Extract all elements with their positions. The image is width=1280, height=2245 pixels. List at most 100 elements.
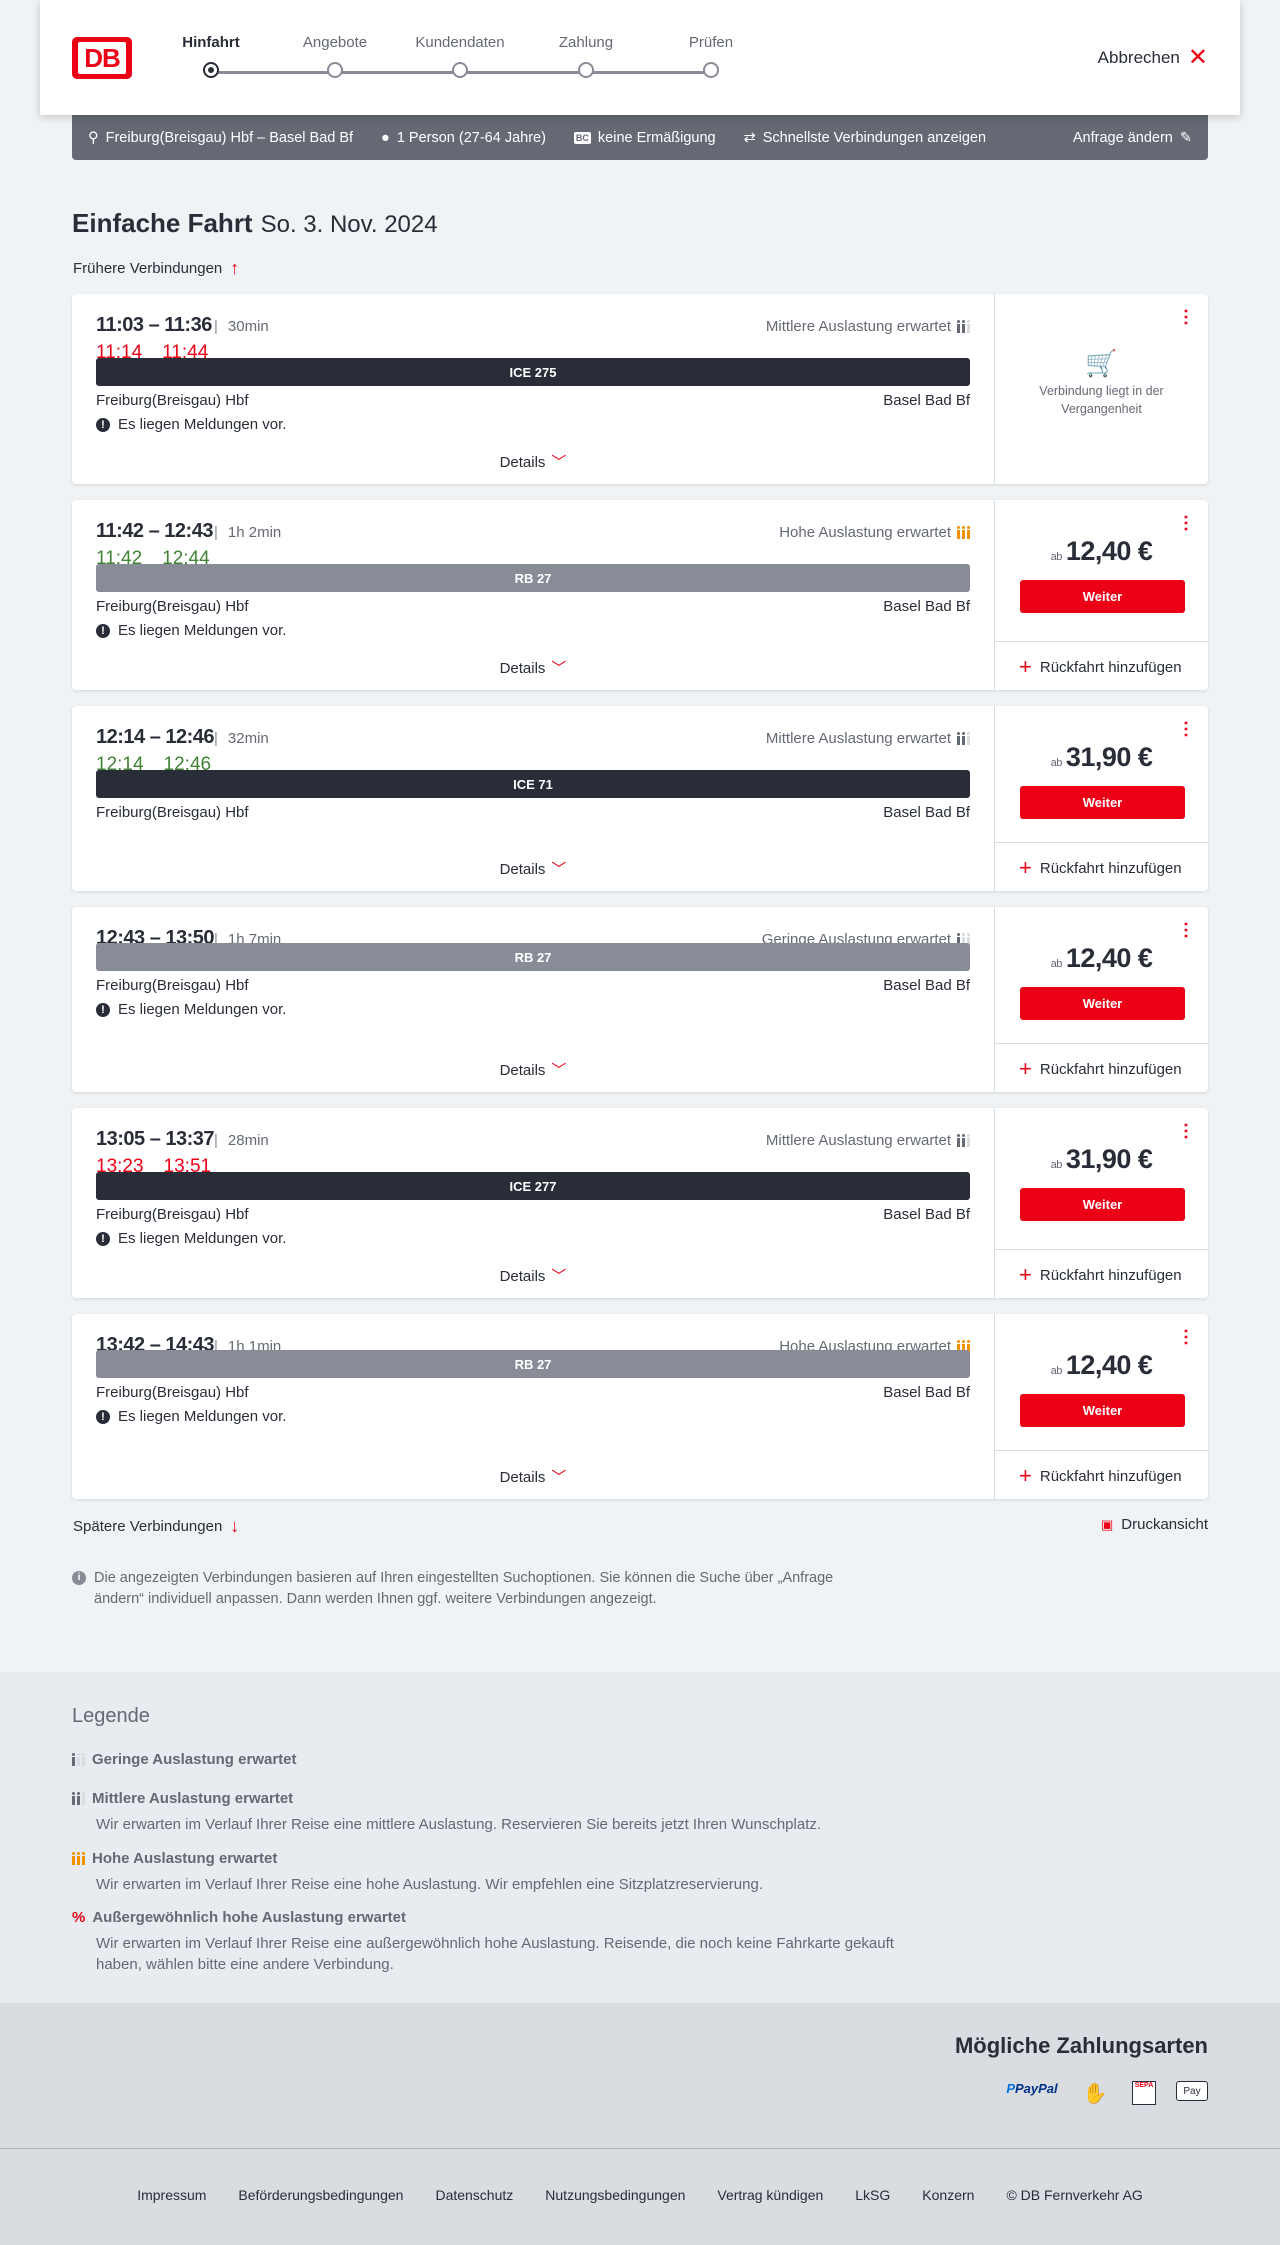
train-bar[interactable]: RB 27 <box>96 1350 970 1378</box>
legend-item: % Außergewöhnlich hohe Auslastung erwarte… <box>72 1909 894 1973</box>
person-icon: ● <box>381 129 390 146</box>
footer-link[interactable]: Vertrag kündigen <box>717 2187 824 2203</box>
messages-notice: ! Es liegen Meldungen vor. <box>96 622 286 639</box>
add-return-trip-button[interactable]: + Rückfahrt hinzufügen <box>1019 855 1182 880</box>
continue-button[interactable]: Weiter <box>1020 786 1185 819</box>
continue-button[interactable]: Weiter <box>1020 987 1185 1020</box>
step-2: Kundendaten <box>390 34 530 78</box>
price: ab 12,40 € <box>1050 1350 1153 1380</box>
realtime-times: 13:23 13:51 <box>96 1156 212 1177</box>
departure-station: Freiburg(Breisgau) Hbf <box>96 1206 249 1223</box>
train-bar[interactable]: ICE 275 <box>96 358 970 386</box>
legend-title: Legende <box>72 1705 150 1727</box>
page-title: Einfache Fahrt So. 3. Nov. 2024 <box>72 208 438 238</box>
details-toggle[interactable]: Details ﹀ <box>499 1268 567 1285</box>
search-summary-bar: ⚲ Freiburg(Breisgau) Hbf – Basel Bad Bf ●… <box>72 115 1208 160</box>
very-high-occupancy-icon: % <box>72 1909 86 1926</box>
arrow-down-icon: ↓ <box>230 1516 240 1536</box>
more-options-icon[interactable]: ⋯ <box>1176 308 1196 326</box>
footer-link[interactable]: Nutzungsbedingungen <box>545 2187 686 2203</box>
plus-icon: + <box>1019 855 1032 880</box>
add-return-trip-button[interactable]: + Rückfahrt hinzufügen <box>1019 1262 1182 1287</box>
duration: 28min <box>214 1132 269 1149</box>
divider <box>995 1043 1208 1044</box>
connection-card: 11:42 – 12:431h 2min Hohe Auslastung erwa… <box>72 500 1208 690</box>
departure-station: Freiburg(Breisgau) Hbf <box>96 1384 249 1401</box>
continue-button[interactable]: Weiter <box>1020 1394 1185 1427</box>
add-return-trip-button[interactable]: + Rückfahrt hinzufügen <box>1019 654 1182 679</box>
chevron-down-icon: ﹀ <box>551 1268 567 1285</box>
payment-methods-section: Mögliche Zahlungsarten P PayPal ✋ SEPA P… <box>0 2003 1280 2148</box>
occupancy-label: Mittlere Auslastung erwartet <box>766 1132 970 1149</box>
discount-text: keine Ermäßigung <box>597 129 716 146</box>
continue-button[interactable]: Weiter <box>1020 580 1185 613</box>
details-toggle[interactable]: Details ﹀ <box>499 861 567 878</box>
add-return-trip-button[interactable]: + Rückfahrt hinzufügen <box>1019 1463 1182 1488</box>
train-bar[interactable]: RB 27 <box>96 564 970 592</box>
travel-date: So. 3. Nov. 2024 <box>260 211 438 238</box>
scheduled-times: 12:14 – 12:46 <box>96 726 215 748</box>
duration: 32min <box>214 730 269 747</box>
train-bar[interactable]: RB 27 <box>96 943 970 971</box>
occupancy-icon <box>72 1753 85 1766</box>
connection-card: 13:05 – 13:3728min Mittlere Auslastung er… <box>72 1108 1208 1298</box>
later-connections-link[interactable]: Spätere Verbindungen ↓ <box>73 1516 240 1536</box>
divider <box>995 641 1208 642</box>
price: ab 31,90 € <box>1050 742 1153 772</box>
occupancy-label: Hohe Auslastung erwartet <box>779 524 970 541</box>
arrival-station: Basel Bad Bf <box>883 598 970 615</box>
train-bar[interactable]: ICE 277 <box>96 1172 970 1200</box>
persons-text: 1 Person (27-64 Jahre) <box>396 129 546 146</box>
footer-link[interactable]: Datenschutz <box>435 2187 514 2203</box>
details-toggle[interactable]: Details ﹀ <box>499 1469 567 1486</box>
exclamation-icon: ! <box>96 1231 110 1246</box>
occupancy-icon <box>957 732 970 745</box>
edit-request-button[interactable]: Anfrage ändern ✎ <box>1072 129 1192 146</box>
more-options-icon[interactable]: ⋯ <box>1176 720 1196 738</box>
departure-station: Freiburg(Breisgau) Hbf <box>96 392 249 409</box>
realtime-times: 11:42 12:44 <box>96 548 210 569</box>
duration: 1h 2min <box>214 524 281 541</box>
occupancy-icon <box>957 1134 970 1147</box>
cancel-button[interactable]: Abbrechen ✕ <box>1097 44 1208 71</box>
add-return-trip-button[interactable]: + Rückfahrt hinzufügen <box>1019 1056 1182 1081</box>
print-view-link[interactable]: ▣ Druckansicht <box>1101 1516 1208 1533</box>
footer-link[interactable]: LkSG <box>855 2187 891 2203</box>
step-dot <box>703 62 719 78</box>
messages-notice: ! Es liegen Meldungen vor. <box>96 1408 286 1425</box>
header: DB Hinfahrt Angebote Kundendaten Zahlung Prü… <box>40 0 1240 115</box>
more-options-icon[interactable]: ⋯ <box>1176 921 1196 939</box>
plus-icon: + <box>1019 1056 1032 1081</box>
footer-link[interactable]: Impressum <box>137 2187 207 2203</box>
arrival-station: Basel Bad Bf <box>883 804 970 821</box>
details-toggle[interactable]: Details ﹀ <box>499 660 567 677</box>
db-logo[interactable]: DB <box>72 37 132 79</box>
info-icon: i <box>72 1571 86 1585</box>
step-3: Zahlung <box>516 34 656 78</box>
footer-link[interactable]: Beförderungsbedingungen <box>238 2187 404 2203</box>
more-options-icon[interactable]: ⋯ <box>1176 514 1196 532</box>
details-toggle[interactable]: Details ﹀ <box>499 1062 567 1079</box>
cart-unavailable-icon: 🛒 <box>1085 348 1118 378</box>
duration: 30min <box>214 318 269 335</box>
details-toggle[interactable]: Details ﹀ <box>499 454 567 471</box>
connection-card: 11:03 – 11:3630min Mittlere Auslastung er… <box>72 294 1208 484</box>
price: ab 12,40 € <box>1050 536 1153 566</box>
scheduled-times: 11:03 – 11:36 <box>96 314 212 336</box>
train-bar[interactable]: ICE 71 <box>96 770 970 798</box>
location-pin-icon: ⚲ <box>88 129 99 146</box>
earlier-connections-link[interactable]: Frühere Verbindungen ↑ <box>73 258 240 278</box>
messages-notice: ! Es liegen Meldungen vor. <box>96 1001 286 1018</box>
more-options-icon[interactable]: ⋯ <box>1176 1328 1196 1346</box>
fastest-toggle[interactable]: Schnellste Verbindungen anzeigen <box>762 129 987 146</box>
arrival-station: Basel Bad Bf <box>883 977 970 994</box>
footer-link[interactable]: Konzern <box>922 2187 975 2203</box>
plus-icon: + <box>1019 1463 1032 1488</box>
payment-title: Mögliche Zahlungsarten <box>954 2033 1208 2058</box>
footer-link: © DB Fernverkehr AG <box>1006 2187 1143 2203</box>
divider <box>995 1249 1208 1250</box>
price: ab 12,40 € <box>1050 943 1153 973</box>
more-options-icon[interactable]: ⋯ <box>1176 1122 1196 1140</box>
continue-button[interactable]: Weiter <box>1020 1188 1185 1221</box>
